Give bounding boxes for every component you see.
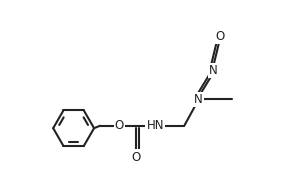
Text: O: O — [132, 150, 141, 163]
Text: N: N — [194, 93, 203, 106]
Text: O: O — [115, 119, 124, 132]
Text: HN: HN — [147, 119, 164, 132]
Text: O: O — [216, 30, 225, 43]
Text: N: N — [209, 64, 218, 77]
